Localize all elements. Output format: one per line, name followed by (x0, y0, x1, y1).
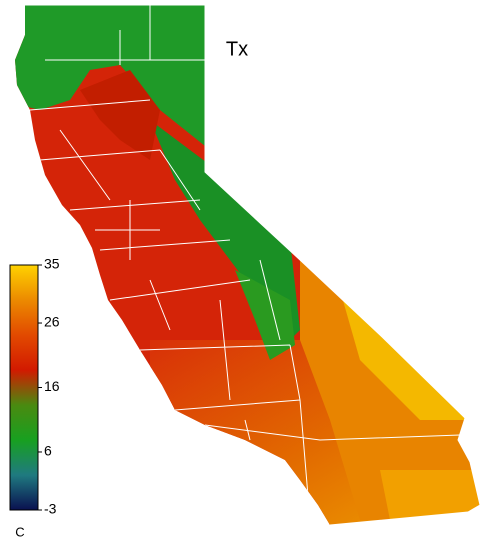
map-title: Tx (226, 38, 248, 60)
colorbar-tick-label: 35 (44, 256, 60, 272)
colorbar-unit: C (15, 524, 24, 539)
colorbar-tick-label: 26 (44, 314, 60, 330)
colorbar (9, 264, 39, 511)
colorbar-tick-label: 6 (44, 443, 52, 459)
colorbar-tick-label: 16 (44, 378, 60, 394)
colorbar-tick-label: -3 (44, 501, 57, 517)
state-border (25, 4, 481, 526)
